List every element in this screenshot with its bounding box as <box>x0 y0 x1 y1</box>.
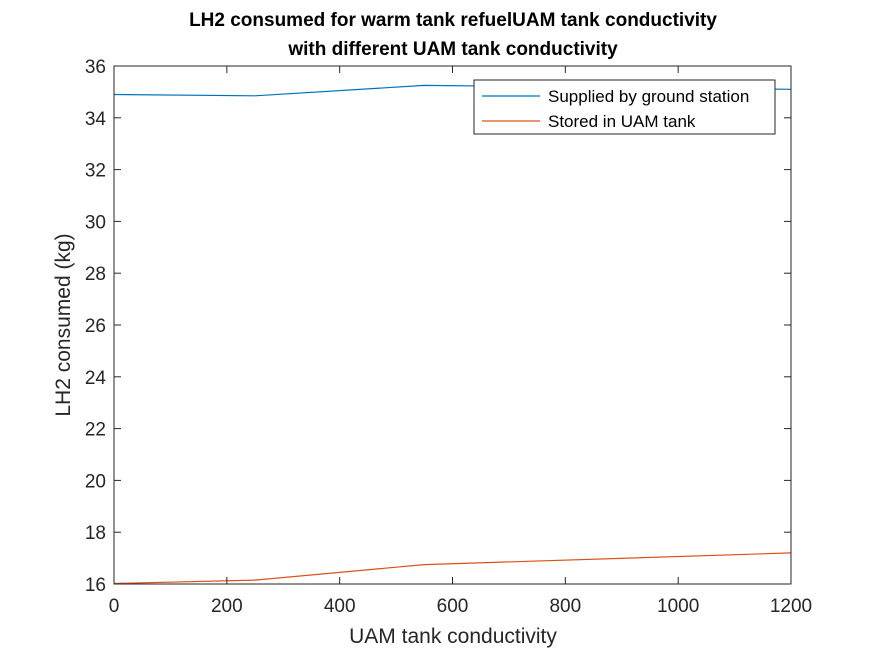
legend-box <box>473 79 776 135</box>
chart-title-line-1: LH2 consumed for warm tank refuelUAM tan… <box>189 10 717 31</box>
x-tick-label-800: 800 <box>549 596 581 617</box>
series-line-2 <box>113 552 792 585</box>
y-tick-label-30: 30 <box>85 212 106 233</box>
y-tick-label-32: 32 <box>85 161 106 182</box>
x-tick-label-1000: 1000 <box>657 596 699 617</box>
legend: Supplied by ground station Stored in UAM … <box>473 79 776 135</box>
y-tick-label-20: 20 <box>85 471 106 492</box>
y-tick-label-24: 24 <box>85 368 107 389</box>
x-tick-label-600: 600 <box>437 596 469 617</box>
y-tick-label-26: 26 <box>85 316 106 337</box>
plot-background <box>114 66 791 584</box>
y-tick-label-36: 36 <box>85 57 106 78</box>
plot-area <box>114 66 791 584</box>
y-tick-label-28: 28 <box>85 264 106 285</box>
legend-label-2: Stored in UAM tank <box>548 112 696 131</box>
x-tick-label-200: 200 <box>211 596 243 617</box>
x-tick-label-0: 0 <box>109 596 120 617</box>
x-axis-label: UAM tank conductivity <box>349 625 557 648</box>
y-axis-label: LH2 consumed (kg) <box>52 233 75 416</box>
y-tick-label-16: 16 <box>85 575 106 596</box>
y-tick-label-34: 34 <box>85 109 107 130</box>
y-tick-label-22: 22 <box>85 420 106 441</box>
axes-layer: 0 200 400 600 800 1000 1200 16 18 20 22 24 26 28 30 32 3… <box>85 57 812 617</box>
legend-label-1: Supplied by ground station <box>548 87 749 106</box>
x-tick-label-1200: 1200 <box>770 596 812 617</box>
chart-title-line-2: with different UAM tank conductivity <box>287 39 618 60</box>
x-tick-label-400: 400 <box>324 596 356 617</box>
y-tick-label-18: 18 <box>85 523 106 544</box>
